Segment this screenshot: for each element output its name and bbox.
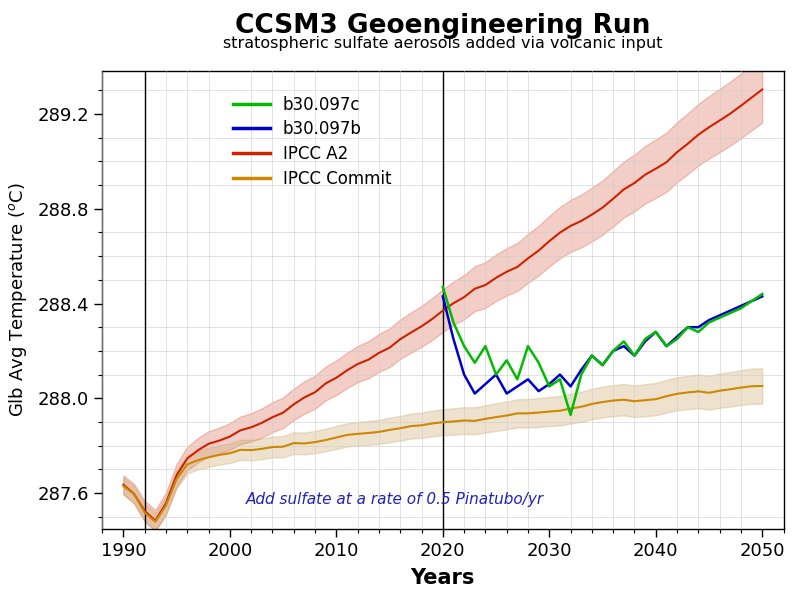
- Title: CCSM3 Geoengineering Run: CCSM3 Geoengineering Run: [235, 12, 650, 39]
- Text: stratospheric sulfate aerosols added via volcanic input: stratospheric sulfate aerosols added via…: [223, 36, 662, 51]
- X-axis label: Years: Years: [410, 568, 475, 588]
- Y-axis label: Glb Avg Temperature ($^o$C): Glb Avg Temperature ($^o$C): [7, 183, 29, 417]
- Legend: b30.097c, b30.097b, IPCC A2, IPCC Commit: b30.097c, b30.097b, IPCC A2, IPCC Commit: [226, 89, 398, 194]
- Text: Add sulfate at a rate of 0.5 Pinatubo/yr: Add sulfate at a rate of 0.5 Pinatubo/yr: [246, 492, 544, 507]
